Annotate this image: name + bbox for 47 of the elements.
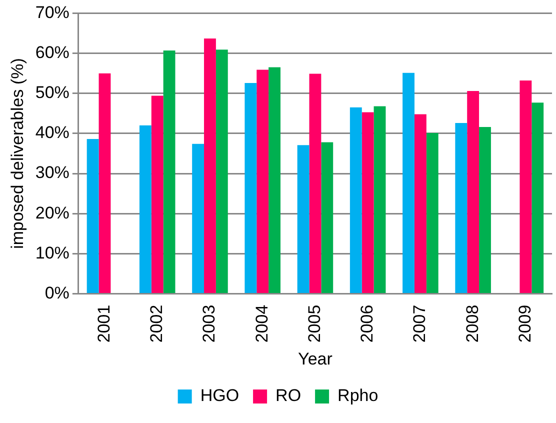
x-tick-label: 2007	[410, 304, 430, 343]
y-tick-label: 0%	[44, 283, 70, 302]
x-tick-label: 2008	[462, 304, 482, 343]
bar	[86, 139, 99, 294]
bar	[151, 96, 164, 294]
y-tick-label: 30%	[35, 163, 70, 182]
bar	[98, 73, 111, 294]
x-tick-label: 2004	[252, 304, 272, 343]
bar	[467, 90, 480, 294]
bar	[163, 50, 176, 294]
bar	[455, 123, 468, 294]
y-tick-label: 10%	[35, 243, 70, 262]
bar	[204, 38, 216, 294]
y-tick-label: 40%	[35, 123, 70, 142]
bar	[268, 67, 280, 294]
bar	[309, 74, 322, 294]
x-tick-label: 2002	[147, 304, 166, 343]
bar	[321, 142, 334, 294]
bar	[374, 106, 386, 294]
bar	[520, 80, 532, 294]
bar	[297, 145, 310, 294]
x-tick-label: 2001	[94, 304, 114, 343]
bar	[362, 112, 374, 294]
y-axis-title: imposed deliverables (%)	[8, 58, 27, 249]
bar	[426, 133, 438, 294]
legend-label: Rpho	[338, 386, 378, 406]
bar	[244, 82, 257, 294]
bar	[479, 127, 491, 294]
x-axis-title: Year	[298, 349, 333, 368]
legend-label: RO	[276, 386, 302, 406]
x-tick-label: 2005	[304, 304, 324, 343]
y-tick-label: 50%	[35, 83, 70, 102]
bar	[216, 50, 228, 294]
bar	[139, 125, 152, 294]
bar	[414, 114, 426, 294]
bar	[402, 72, 414, 294]
legend-label: HGO	[200, 386, 240, 406]
x-tick-label: 2003	[200, 304, 219, 343]
x-tick-label: 2009	[515, 304, 534, 343]
y-tick-label: 60%	[35, 42, 70, 62]
bar	[192, 144, 204, 294]
bar	[350, 107, 362, 294]
y-tick-label: 20%	[35, 203, 70, 222]
bar	[532, 102, 544, 294]
x-tick-label: 2006	[358, 304, 377, 343]
y-tick-label: 70%	[35, 2, 70, 22]
bar	[256, 70, 269, 294]
